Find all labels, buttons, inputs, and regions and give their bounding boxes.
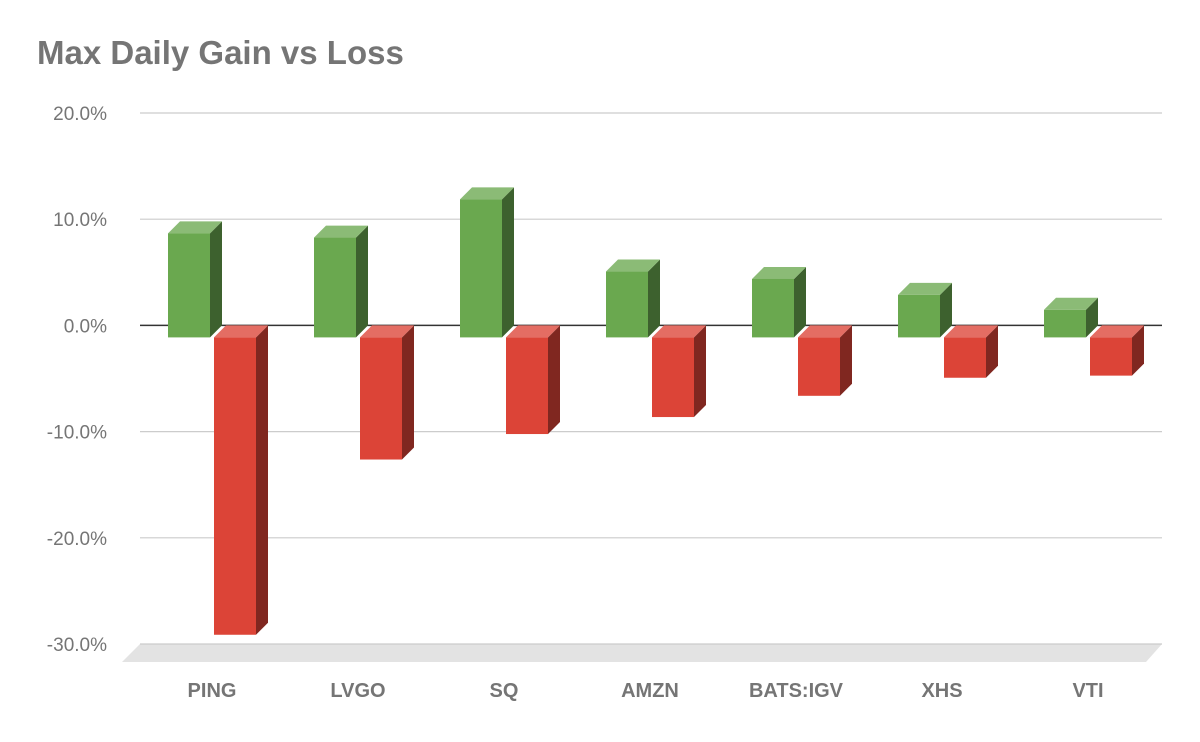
- gain-bar-amzn-side: [648, 259, 660, 338]
- gain-bar-vti: [1044, 309, 1086, 338]
- gain-bar-vti-top: [1044, 297, 1098, 310]
- gain-bar-batsigv: [752, 278, 794, 338]
- gain-bar-vti-side: [1086, 297, 1098, 338]
- loss-bar-xhs: [944, 337, 986, 378]
- loss-bar-batsigv-top: [798, 325, 852, 338]
- chart-floor: [122, 644, 1162, 662]
- loss-bar-sq: [506, 337, 548, 435]
- loss-bar-batsigv: [798, 337, 840, 396]
- gain-bar-ping: [168, 233, 210, 338]
- gain-bar-sq-side: [502, 187, 514, 338]
- gain-bar-lvgo: [314, 237, 356, 338]
- gain-bar-lvgo-side: [356, 225, 368, 338]
- y-tick-label: -30.0%: [47, 635, 107, 656]
- loss-bar-xhs-top: [944, 325, 998, 338]
- gain-bar-sq: [460, 199, 502, 338]
- loss-bar-lvgo-side: [402, 325, 414, 460]
- gain-bar-xhs-top: [898, 282, 952, 295]
- loss-bar-lvgo-top: [360, 325, 414, 338]
- loss-bar-vti-top: [1090, 325, 1144, 338]
- x-category-label: AMZN: [621, 680, 679, 702]
- loss-bar-xhs-side: [986, 325, 998, 378]
- y-tick-label: -10.0%: [47, 423, 107, 444]
- gain-bar-xhs-side: [940, 282, 952, 338]
- loss-bar-amzn-side: [694, 325, 706, 418]
- loss-bar-vti: [1090, 337, 1132, 376]
- gain-bar-xhs: [898, 294, 940, 338]
- loss-bar-sq-side: [548, 325, 560, 435]
- x-category-label: XHS: [921, 680, 962, 702]
- loss-bar-lvgo: [360, 337, 402, 460]
- x-category-label: SQ: [490, 680, 519, 702]
- loss-bar-ping: [214, 337, 256, 635]
- gain-bar-ping-top: [168, 221, 222, 234]
- gain-bar-ping-side: [210, 221, 222, 338]
- x-category-label: LVGO: [330, 680, 385, 702]
- gain-bar-batsigv-top: [752, 266, 806, 279]
- loss-bar-amzn: [652, 337, 694, 418]
- gain-bar-batsigv-side: [794, 266, 806, 338]
- chart-title: Max Daily Gain vs Loss: [37, 34, 404, 71]
- y-tick-label: 20.0%: [53, 104, 107, 125]
- loss-bar-amzn-top: [652, 325, 706, 338]
- gain-bar-amzn: [606, 271, 648, 338]
- x-category-label: VTI: [1072, 680, 1103, 702]
- y-tick-label: 10.0%: [53, 210, 107, 231]
- loss-bar-batsigv-side: [840, 325, 852, 396]
- x-category-label: PING: [188, 680, 237, 702]
- gain-bar-lvgo-top: [314, 225, 368, 238]
- gain-bar-amzn-top: [606, 259, 660, 272]
- y-tick-label: -20.0%: [47, 529, 107, 550]
- loss-bar-ping-side: [256, 325, 268, 635]
- loss-bar-sq-top: [506, 325, 560, 338]
- loss-bar-ping-top: [214, 325, 268, 338]
- gain-bar-sq-top: [460, 187, 514, 200]
- y-tick-label: 0.0%: [64, 316, 107, 337]
- loss-bar-vti-side: [1132, 325, 1144, 376]
- x-category-label: BATS:IGV: [749, 680, 844, 702]
